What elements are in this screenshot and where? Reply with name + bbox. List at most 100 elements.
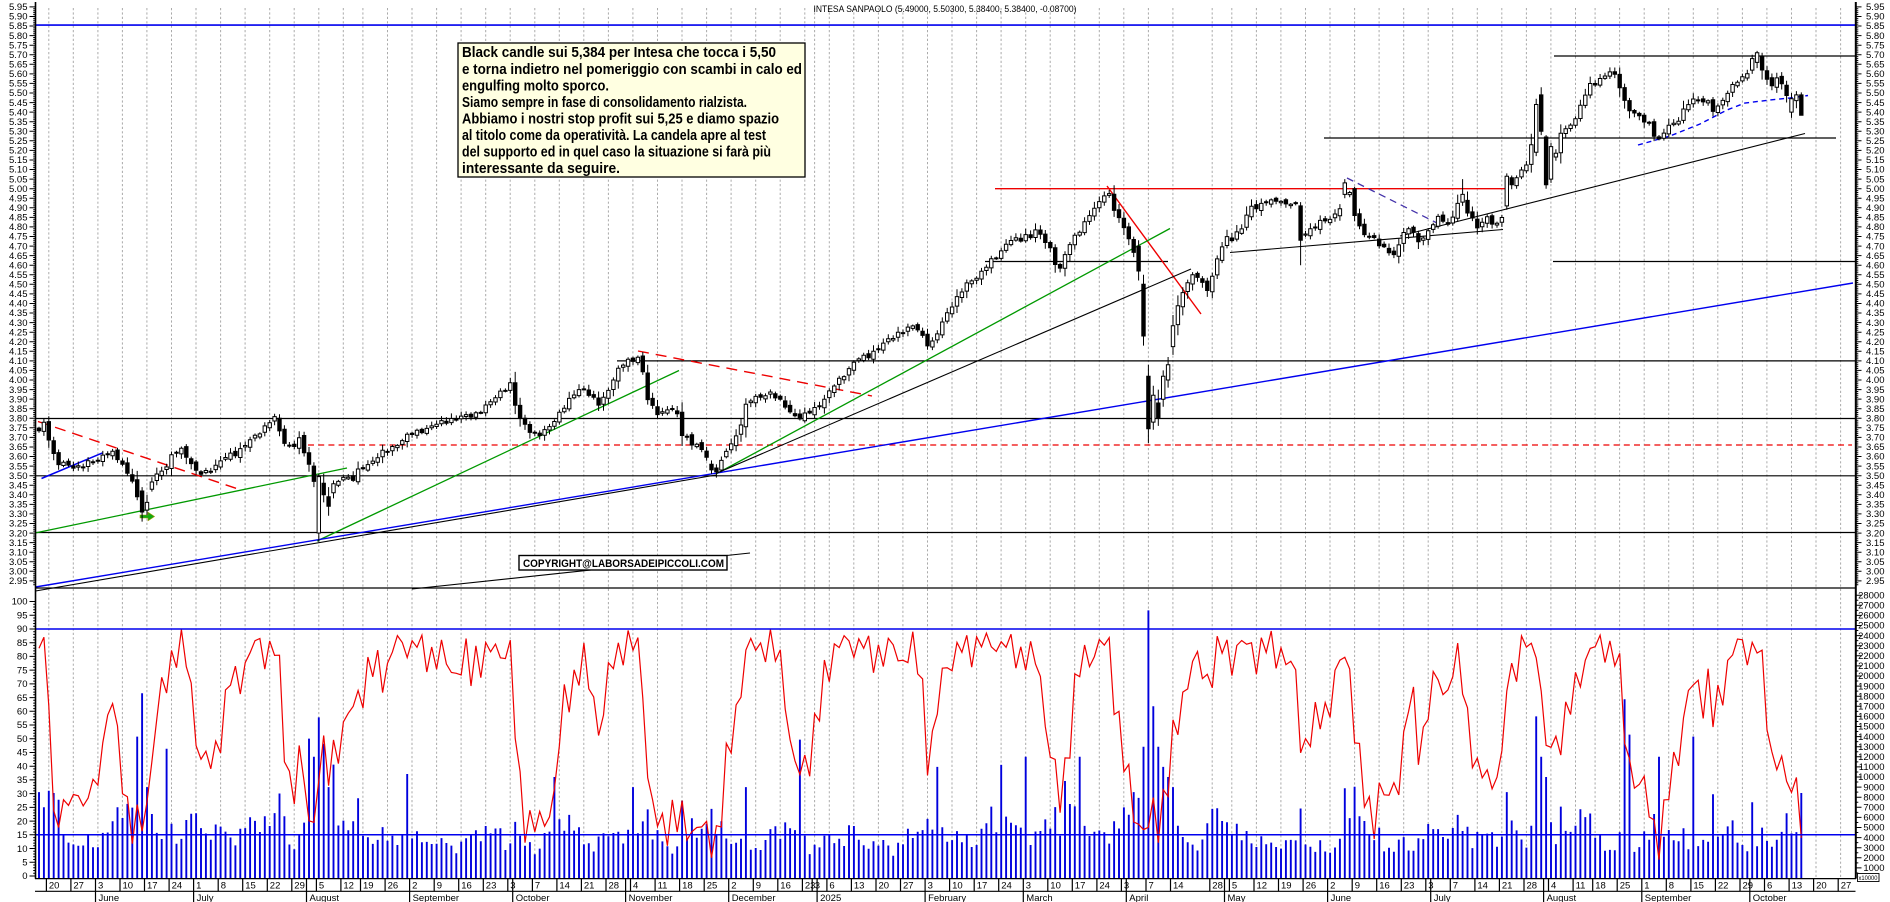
svg-text:November: November [629,893,673,902]
svg-text:13: 13 [854,881,865,892]
svg-text:11: 11 [1576,881,1586,892]
svg-text:engulfing molto sporco.: engulfing molto sporco. [462,77,609,94]
svg-text:20: 20 [1816,881,1827,892]
svg-text:6: 6 [829,881,834,892]
svg-text:24: 24 [172,881,183,892]
svg-text:4.15: 4.15 [9,347,28,358]
svg-text:3: 3 [815,881,820,892]
svg-text:5.20: 5.20 [1866,146,1885,157]
svg-text:4.20: 4.20 [9,337,28,348]
svg-text:24000: 24000 [1858,631,1884,642]
svg-text:4.20: 4.20 [1866,337,1885,348]
svg-text:26: 26 [388,881,399,892]
svg-text:3.90: 3.90 [9,394,28,405]
svg-text:13000: 13000 [1858,742,1884,753]
svg-text:December: December [732,893,776,902]
svg-text:June: June [99,893,120,902]
svg-text:3.50: 3.50 [9,471,28,482]
svg-text:4.65: 4.65 [9,251,28,262]
svg-text:5.90: 5.90 [1866,12,1885,23]
svg-text:4.50: 4.50 [1866,280,1885,291]
svg-text:4.80: 4.80 [9,222,28,233]
svg-text:February: February [928,893,966,902]
svg-text:14000: 14000 [1858,732,1884,743]
svg-text:3.60: 3.60 [9,452,28,463]
svg-text:5.60: 5.60 [9,69,28,80]
svg-text:50: 50 [17,734,28,745]
svg-text:55: 55 [17,720,28,731]
svg-text:x10000: x10000 [1859,875,1879,882]
svg-text:September: September [1645,893,1691,902]
svg-text:3.20: 3.20 [1866,528,1885,539]
svg-text:March: March [1026,893,1052,902]
svg-text:4.10: 4.10 [1866,356,1885,367]
svg-text:October: October [1753,893,1787,902]
svg-text:85: 85 [17,638,28,649]
svg-text:10: 10 [1050,881,1061,892]
svg-text:5: 5 [319,881,324,892]
svg-text:5: 5 [1232,881,1237,892]
svg-text:5.25: 5.25 [9,136,28,147]
svg-text:25: 25 [707,881,718,892]
svg-text:90: 90 [17,624,28,635]
svg-text:30: 30 [17,789,28,800]
svg-text:28: 28 [609,881,620,892]
svg-text:7: 7 [535,881,540,892]
svg-text:COPYRIGHT@LABORSADEIPICCOLI.CO: COPYRIGHT@LABORSADEIPICCOLI.COM [523,558,724,570]
svg-text:INTESA SANPAOLO (5.49000, 5.50: INTESA SANPAOLO (5.49000, 5.50300, 5.384… [814,4,1077,14]
svg-text:14: 14 [559,881,570,892]
svg-text:3: 3 [1124,881,1129,892]
svg-text:9: 9 [437,881,442,892]
svg-text:5.75: 5.75 [1866,40,1885,51]
svg-text:4.10: 4.10 [9,356,28,367]
svg-text:3.00: 3.00 [1866,567,1885,578]
svg-text:2.95: 2.95 [9,576,28,587]
svg-text:5.10: 5.10 [1866,165,1885,176]
svg-text:75: 75 [17,665,28,676]
svg-text:4.75: 4.75 [9,232,28,243]
svg-text:9000: 9000 [1863,782,1884,793]
svg-text:3.10: 3.10 [1866,547,1885,558]
svg-text:5.30: 5.30 [1866,127,1885,138]
svg-text:4.70: 4.70 [9,241,28,252]
svg-text:10: 10 [17,844,28,855]
svg-text:18: 18 [1595,881,1606,892]
svg-text:20: 20 [49,881,60,892]
svg-text:2000: 2000 [1863,853,1884,864]
svg-text:28: 28 [1527,881,1538,892]
svg-text:21: 21 [584,881,595,892]
svg-text:28: 28 [1212,881,1223,892]
svg-text:7000: 7000 [1863,803,1884,814]
svg-text:29: 29 [294,881,305,892]
svg-text:3.85: 3.85 [9,404,28,415]
svg-text:29: 29 [1743,881,1754,892]
svg-text:5.20: 5.20 [9,146,28,157]
svg-text:5: 5 [22,858,27,869]
svg-text:45: 45 [17,748,28,759]
svg-text:22: 22 [1718,881,1729,892]
svg-text:5.00: 5.00 [1866,184,1885,195]
svg-text:3.85: 3.85 [1866,404,1885,415]
svg-text:15: 15 [17,830,28,841]
svg-text:6000: 6000 [1863,813,1884,824]
svg-text:5.35: 5.35 [9,117,28,128]
svg-text:17: 17 [1075,881,1086,892]
svg-text:23: 23 [805,881,816,892]
svg-text:19: 19 [363,881,374,892]
svg-text:5.80: 5.80 [1866,31,1885,42]
svg-text:3.50: 3.50 [1866,471,1885,482]
svg-text:12: 12 [1257,881,1268,892]
svg-text:14: 14 [1173,881,1184,892]
svg-text:August: August [1547,893,1577,902]
svg-text:5.70: 5.70 [9,50,28,61]
svg-text:3.05: 3.05 [9,557,28,568]
svg-text:5.55: 5.55 [9,79,28,90]
svg-text:June: June [1331,893,1352,902]
svg-text:3.45: 3.45 [9,480,28,491]
svg-text:5.25: 5.25 [1866,136,1885,147]
svg-text:2: 2 [731,881,736,892]
svg-text:17: 17 [977,881,988,892]
svg-text:2: 2 [1330,881,1335,892]
svg-text:100: 100 [12,597,28,608]
svg-text:3.70: 3.70 [1866,433,1885,444]
